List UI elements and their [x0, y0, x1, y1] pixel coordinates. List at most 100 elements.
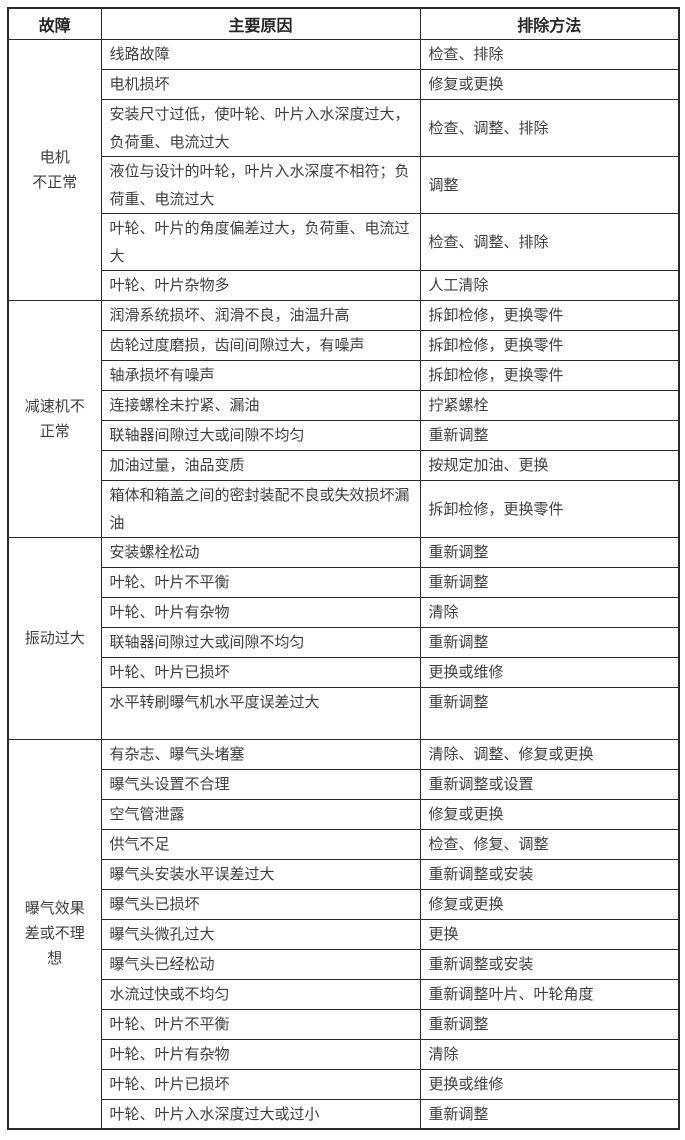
solution-cell: 清除: [419, 1038, 680, 1070]
table-row: 叶轮、叶片有杂物 清除: [8, 1038, 680, 1070]
table-row: 联轴器间隙过大或间隙不均匀 重新调整: [8, 419, 680, 451]
fault-cell: 振动过大: [7, 536, 102, 740]
cause-cell: 叶轮、叶片的角度偏差过大，负荷重、电流过大: [100, 212, 421, 271]
table-row: 曝气头已损坏 修复或更换: [8, 888, 680, 920]
cause-cell: 联轴器间隙过大或间隙不均匀: [100, 626, 421, 658]
cause-cell: 曝气头已损坏: [100, 888, 421, 920]
solution-cell: 拆卸检修，更换零件: [419, 299, 680, 331]
table-row: 联轴器间隙过大或间隙不均匀 重新调整: [8, 626, 680, 658]
table-row: 电机损坏 修复或更换: [8, 68, 680, 100]
solution-cell: 拆卸检修，更换零件: [419, 479, 680, 538]
column-header-cause: 主要原因: [100, 7, 421, 40]
cause-cell: 叶轮、叶片不平衡: [100, 566, 421, 598]
solution-cell: 更换或维修: [419, 656, 680, 688]
table-row: 叶轮、叶片不平衡 重新调整: [8, 566, 680, 598]
table-row: 振动过大 安装螺栓松动 重新调整: [7, 536, 680, 740]
cause-cell: 连接螺栓未拧紧、漏油: [100, 389, 421, 421]
table-row: 空气管泄露 修复或更换: [8, 798, 680, 830]
table-row: 曝气头微孔过大 更换: [8, 918, 680, 950]
cause-cell: 曝气头已经松动: [100, 948, 421, 980]
cause-cell: 安装螺栓松动: [100, 536, 421, 568]
table-row: 供气不足 检查、修复、调整: [8, 828, 680, 860]
solution-cell: 更换或维修: [419, 1068, 680, 1100]
table-row: 叶轮、叶片入水深度过大或过小 重新调整: [8, 1098, 680, 1130]
cause-cell: 水流过快或不均匀: [100, 978, 421, 1010]
solution-cell: 人工清除: [419, 269, 680, 301]
solution-cell: 重新调整或安装: [419, 948, 680, 980]
solution-cell: 检查、调整、排除: [419, 212, 680, 271]
fault-cell: 电机 不正常: [7, 38, 102, 301]
solution-cell: 清除: [419, 596, 680, 628]
cause-cell: 叶轮、叶片入水深度过大或过小: [100, 1098, 421, 1130]
table-row: 液位与设计的叶轮，叶片入水深度不相符；负荷重、电流过大 调整: [8, 155, 680, 214]
solution-cell: 重新调整: [419, 1098, 680, 1130]
solution-cell: 拆卸检修，更换零件: [419, 329, 680, 361]
table-row: 叶轮、叶片有杂物 清除: [8, 596, 680, 628]
cause-cell: 曝气头安装水平误差过大: [100, 858, 421, 890]
cause-cell: 加油过量，油品变质: [100, 449, 421, 481]
table-row: 箱体和箱盖之间的密封装配不良或失效损坏漏油 拆卸检修，更换零件: [8, 479, 680, 538]
cause-cell: 叶轮、叶片已损坏: [100, 656, 421, 688]
solution-cell: 拧紧螺栓: [419, 389, 680, 421]
cause-cell: 箱体和箱盖之间的密封装配不良或失效损坏漏油: [100, 479, 421, 538]
column-header-fault: 故障: [7, 7, 102, 40]
solution-cell: 检查、修复、调整: [419, 828, 680, 860]
cause-cell: 供气不足: [100, 828, 421, 860]
solution-cell: 修复或更换: [419, 68, 680, 100]
table-row: 水流过快或不均匀 重新调整叶片、叶轮角度: [8, 978, 680, 1010]
cause-cell: 空气管泄露: [100, 798, 421, 830]
solution-cell: 修复或更换: [419, 888, 680, 920]
solution-cell: 重新调整: [419, 566, 680, 598]
table-row: 连接螺栓未拧紧、漏油 拧紧螺栓: [8, 389, 680, 421]
solution-cell: 按规定加油、更换: [419, 449, 680, 481]
cause-cell: 叶轮、叶片不平衡: [100, 1008, 421, 1040]
cause-cell: 叶轮、叶片有杂物: [100, 1038, 421, 1070]
solution-cell: 检查、调整、排除: [419, 98, 680, 157]
troubleshooting-table: 故障 主要原因 排除方法 电机 不正常 线路故障 检查、排除 电机损坏 修复或更换 安装尺…: [7, 7, 680, 1130]
table-row: 减速机不 正常 润滑系统损坏、润滑不良，油温升高 拆卸检修，更换零件: [7, 299, 680, 538]
cause-cell: 联轴器间隙过大或间隙不均匀: [100, 419, 421, 451]
solution-cell: 重新调整或安装: [419, 858, 680, 890]
cause-cell: 叶轮、叶片有杂物: [100, 596, 421, 628]
table-row: 安装尺寸过低，使叶轮、叶片入水深度过大，负荷重、电流过大 检查、调整、排除: [8, 98, 680, 157]
table-row: 叶轮、叶片不平衡 重新调整: [8, 1008, 680, 1040]
table-row: 曝气头安装水平误差过大 重新调整或安装: [8, 858, 680, 890]
cause-cell: 有杂志、曝气头堵塞: [100, 738, 421, 770]
table-row: 叶轮、叶片的角度偏差过大，负荷重、电流过大 检查、调整、排除: [8, 212, 680, 271]
cause-cell: 叶轮、叶片已损坏: [100, 1068, 421, 1100]
table-row: 加油过量，油品变质 按规定加油、更换: [8, 449, 680, 481]
table-row: 曝气头已经松动 重新调整或安装: [8, 948, 680, 980]
table-row: 曝气效果 差或不理 想有杂志、曝气头堵塞 清除、调整、修复或更换: [7, 738, 680, 1130]
cause-cell: 安装尺寸过低，使叶轮、叶片入水深度过大，负荷重、电流过大: [100, 98, 421, 157]
table-header: 故障 主要原因 排除方法: [7, 7, 680, 40]
cause-cell: 液位与设计的叶轮，叶片入水深度不相符；负荷重、电流过大: [100, 155, 421, 214]
cause-cell: 齿轮过度磨损，齿间间隙过大，有噪声: [100, 329, 421, 361]
fault-cell: 曝气效果 差或不理 想: [7, 738, 102, 1130]
column-header-solution: 排除方法: [419, 7, 680, 40]
fault-cell: 减速机不 正常: [7, 299, 102, 538]
table-row: 叶轮、叶片已损坏 更换或维修: [8, 1068, 680, 1100]
cause-cell: 曝气头微孔过大: [100, 918, 421, 950]
cause-cell: 轴承损坏有噪声: [100, 359, 421, 391]
solution-cell: 重新调整或设置: [419, 768, 680, 800]
solution-cell: 检查、排除: [419, 38, 680, 70]
solution-cell: 重新调整: [419, 626, 680, 658]
table-body: 电机 不正常 线路故障 检查、排除 电机损坏 修复或更换 安装尺寸过低，使叶轮、叶片入水深…: [7, 38, 680, 1130]
cause-cell: 电机损坏: [100, 68, 421, 100]
table-row: 轴承损坏有噪声 拆卸检修，更换零件: [8, 359, 680, 391]
cause-cell: 线路故障: [100, 38, 421, 70]
cause-cell: 润滑系统损坏、润滑不良，油温升高: [100, 299, 421, 331]
solution-cell: 重新调整: [419, 1008, 680, 1040]
table-row: 电机 不正常 线路故障 检查、排除: [7, 38, 680, 301]
solution-cell: 修复或更换: [419, 798, 680, 830]
header-row: 故障 主要原因 排除方法: [7, 7, 680, 40]
solution-cell: 调整: [419, 155, 680, 214]
table-row: 水平转刷曝气机水平度误差过大 重新调整: [8, 686, 680, 740]
cause-cell: 叶轮、叶片杂物多: [100, 269, 421, 301]
cause-cell: 水平转刷曝气机水平度误差过大: [100, 686, 421, 740]
table-row: 齿轮过度磨损，齿间间隙过大，有噪声 拆卸检修，更换零件: [8, 329, 680, 361]
solution-cell: 清除、调整、修复或更换: [419, 738, 680, 770]
cause-cell: 曝气头设置不合理: [100, 768, 421, 800]
table-row: 叶轮、叶片已损坏 更换或维修: [8, 656, 680, 688]
